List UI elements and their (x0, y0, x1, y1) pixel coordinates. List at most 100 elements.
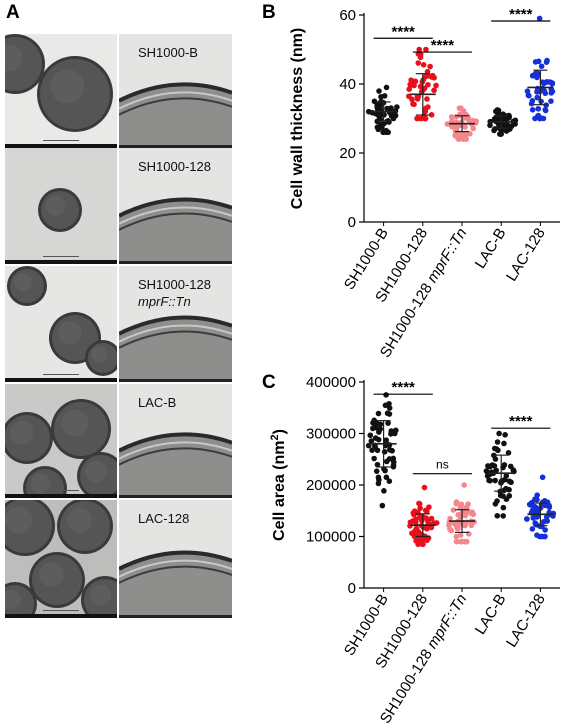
data-point (534, 492, 540, 498)
data-point (506, 113, 512, 120)
data-point (452, 132, 459, 138)
data-point (541, 88, 548, 94)
micrograph-label-text: SH1000-128 (138, 277, 211, 292)
data-point (447, 515, 453, 522)
data-point (535, 58, 542, 65)
data-point (377, 426, 384, 432)
micrograph-wall-detail-4 (119, 384, 232, 498)
data-point (412, 78, 419, 85)
micrograph-overview-2 (5, 148, 117, 264)
data-point (416, 46, 423, 53)
data-point (453, 533, 460, 540)
data-point (529, 107, 536, 113)
data-point (537, 523, 543, 530)
data-point (547, 79, 553, 85)
data-point (371, 98, 378, 105)
data-point (510, 467, 517, 474)
y-tick-label: 0 (348, 580, 356, 597)
data-point (470, 125, 477, 132)
data-point (455, 511, 462, 518)
micrograph-label-text: SH1000-128 (138, 159, 211, 174)
micrograph-wall-detail-1 (119, 34, 232, 148)
data-point (371, 455, 377, 462)
data-point (542, 106, 549, 113)
data-point (529, 98, 536, 104)
data-point (453, 499, 460, 505)
data-point (543, 514, 550, 520)
micrograph-wall-detail-2 (119, 148, 232, 264)
data-point (457, 538, 464, 545)
data-point (388, 113, 395, 119)
data-point (453, 126, 460, 132)
data-point (385, 129, 392, 136)
data-point (539, 79, 546, 85)
micrograph-label-5: LAC-128 (138, 510, 189, 527)
data-point (538, 98, 544, 105)
x-tick-label: LAC-B (472, 591, 510, 637)
micrograph-overview-1 (5, 34, 117, 148)
x-tick-label-main: LAC-B (472, 591, 510, 637)
x-tick-label-main: LAC-128 (503, 225, 549, 284)
data-point (503, 472, 510, 479)
data-point (411, 511, 417, 518)
x-tick-label-main: LAC-128 (503, 591, 549, 650)
data-point (386, 411, 393, 417)
data-point (428, 112, 435, 118)
data-point (486, 477, 492, 484)
panel-letter-b: B (262, 2, 276, 23)
data-point (450, 507, 457, 513)
data-point (375, 410, 382, 417)
data-point (535, 105, 542, 112)
data-point (502, 432, 508, 438)
data-point (410, 101, 416, 107)
panel-letter-a: A (6, 2, 20, 23)
data-point (383, 474, 390, 481)
x-tick-label: LAC-128 (503, 225, 549, 284)
data-point (370, 425, 376, 432)
data-point (415, 60, 422, 66)
data-point (494, 512, 501, 519)
data-point (392, 112, 399, 119)
data-point (381, 93, 388, 99)
data-point (538, 115, 545, 121)
data-point (375, 436, 382, 443)
data-point (501, 462, 508, 468)
data-point (373, 468, 380, 474)
data-point (501, 440, 507, 447)
data-point (461, 482, 467, 488)
data-point (386, 400, 392, 407)
data-point (533, 508, 539, 515)
data-point (383, 84, 390, 91)
data-point (500, 504, 507, 511)
data-point (505, 450, 512, 456)
y-tick-label: 0 (348, 214, 356, 231)
data-point (428, 515, 435, 522)
data-point (550, 510, 557, 517)
data-point (539, 474, 546, 481)
y-axis-label-superscript: 2 (269, 434, 281, 440)
x-tick-label: LAC-B (472, 225, 510, 271)
data-point (457, 532, 464, 538)
data-point (524, 516, 530, 522)
data-point (413, 516, 419, 523)
data-point (444, 121, 451, 127)
y-tick-label: 20 (339, 145, 356, 162)
data-point (453, 538, 460, 545)
data-point (454, 525, 461, 532)
data-point (409, 96, 415, 103)
data-point (375, 126, 382, 133)
data-point (381, 449, 388, 455)
data-point (492, 477, 498, 484)
data-point (427, 63, 433, 70)
cell-area-chart: 0 100000 200000 300000 400000 Cell area (nm2)… (269, 374, 560, 724)
data-point (465, 501, 471, 507)
data-point (415, 115, 421, 122)
data-point (544, 57, 550, 64)
y-axis-label-text: Cell area (nm (271, 440, 288, 540)
data-point (460, 107, 467, 114)
data-point (448, 114, 455, 120)
x-tick-label: LAC-128 (503, 591, 549, 650)
data-point (365, 442, 372, 449)
data-point (468, 522, 475, 529)
